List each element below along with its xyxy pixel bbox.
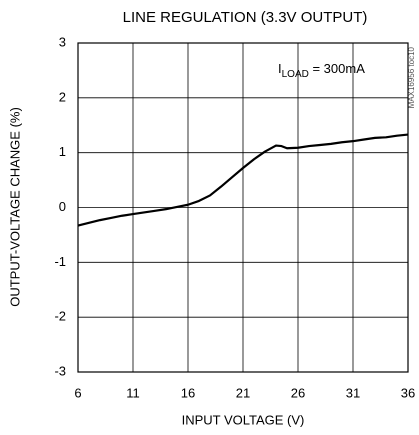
x-tick-label: 11 (126, 385, 140, 400)
y-tick-label: 1 (59, 144, 66, 159)
x-tick-label: 26 (291, 385, 305, 400)
y-tick-label: 3 (59, 34, 66, 49)
y-axis-title: OUTPUT-VOLTAGE CHANGE (%) (7, 107, 22, 307)
y-tick-label: -2 (54, 309, 66, 324)
y-tick-label: 0 (59, 199, 66, 214)
chart-title: LINE REGULATION (3.3V OUTPUT) (123, 9, 368, 26)
x-tick-label: 16 (181, 385, 195, 400)
data-line (77, 133, 409, 227)
x-tick-label: 21 (236, 385, 250, 400)
plot-frame (77, 42, 409, 373)
annotation-text: I (278, 61, 282, 76)
x-tick-label: 31 (346, 385, 360, 400)
annotation-suffix: = 300mA (309, 61, 365, 76)
annotation-subscript: LOAD (282, 69, 309, 80)
y-tick-label: 2 (59, 89, 66, 104)
side-note: MAX16956 toc10 (407, 46, 416, 108)
y-tick-label: -1 (54, 254, 66, 269)
x-tick-label: 6 (74, 385, 81, 400)
y-tick-label: -3 (54, 363, 66, 378)
x-tick-label: 36 (401, 385, 415, 400)
annotation: ILOAD = 300mA (278, 61, 365, 79)
x-axis-title: INPUT VOLTAGE (V) (182, 412, 305, 427)
